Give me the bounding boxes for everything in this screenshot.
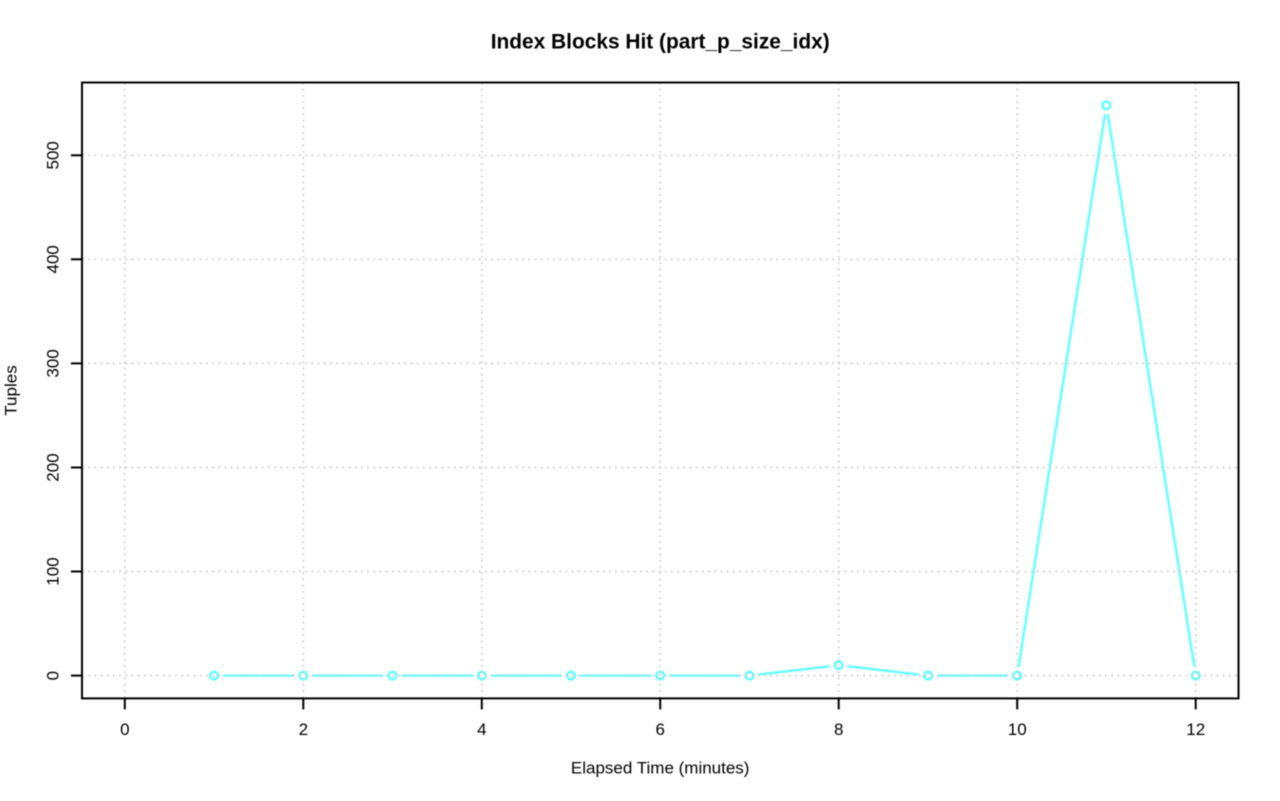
- svg-text:2: 2: [299, 720, 308, 739]
- svg-text:100: 100: [43, 557, 62, 585]
- svg-text:500: 500: [43, 141, 62, 169]
- svg-text:Elapsed Time (minutes): Elapsed Time (minutes): [571, 759, 750, 778]
- svg-text:200: 200: [43, 453, 62, 481]
- svg-text:0: 0: [43, 671, 62, 680]
- svg-text:Index Blocks Hit (part_p_size_: Index Blocks Hit (part_p_size_idx): [491, 31, 830, 54]
- svg-text:6: 6: [655, 720, 664, 739]
- svg-text:300: 300: [43, 349, 62, 377]
- svg-text:0: 0: [120, 720, 129, 739]
- svg-text:12: 12: [1186, 720, 1205, 739]
- svg-text:10: 10: [1008, 720, 1027, 739]
- svg-text:400: 400: [43, 245, 62, 273]
- svg-text:Tuples: Tuples: [2, 365, 21, 415]
- svg-text:8: 8: [834, 720, 843, 739]
- svg-text:4: 4: [477, 720, 486, 739]
